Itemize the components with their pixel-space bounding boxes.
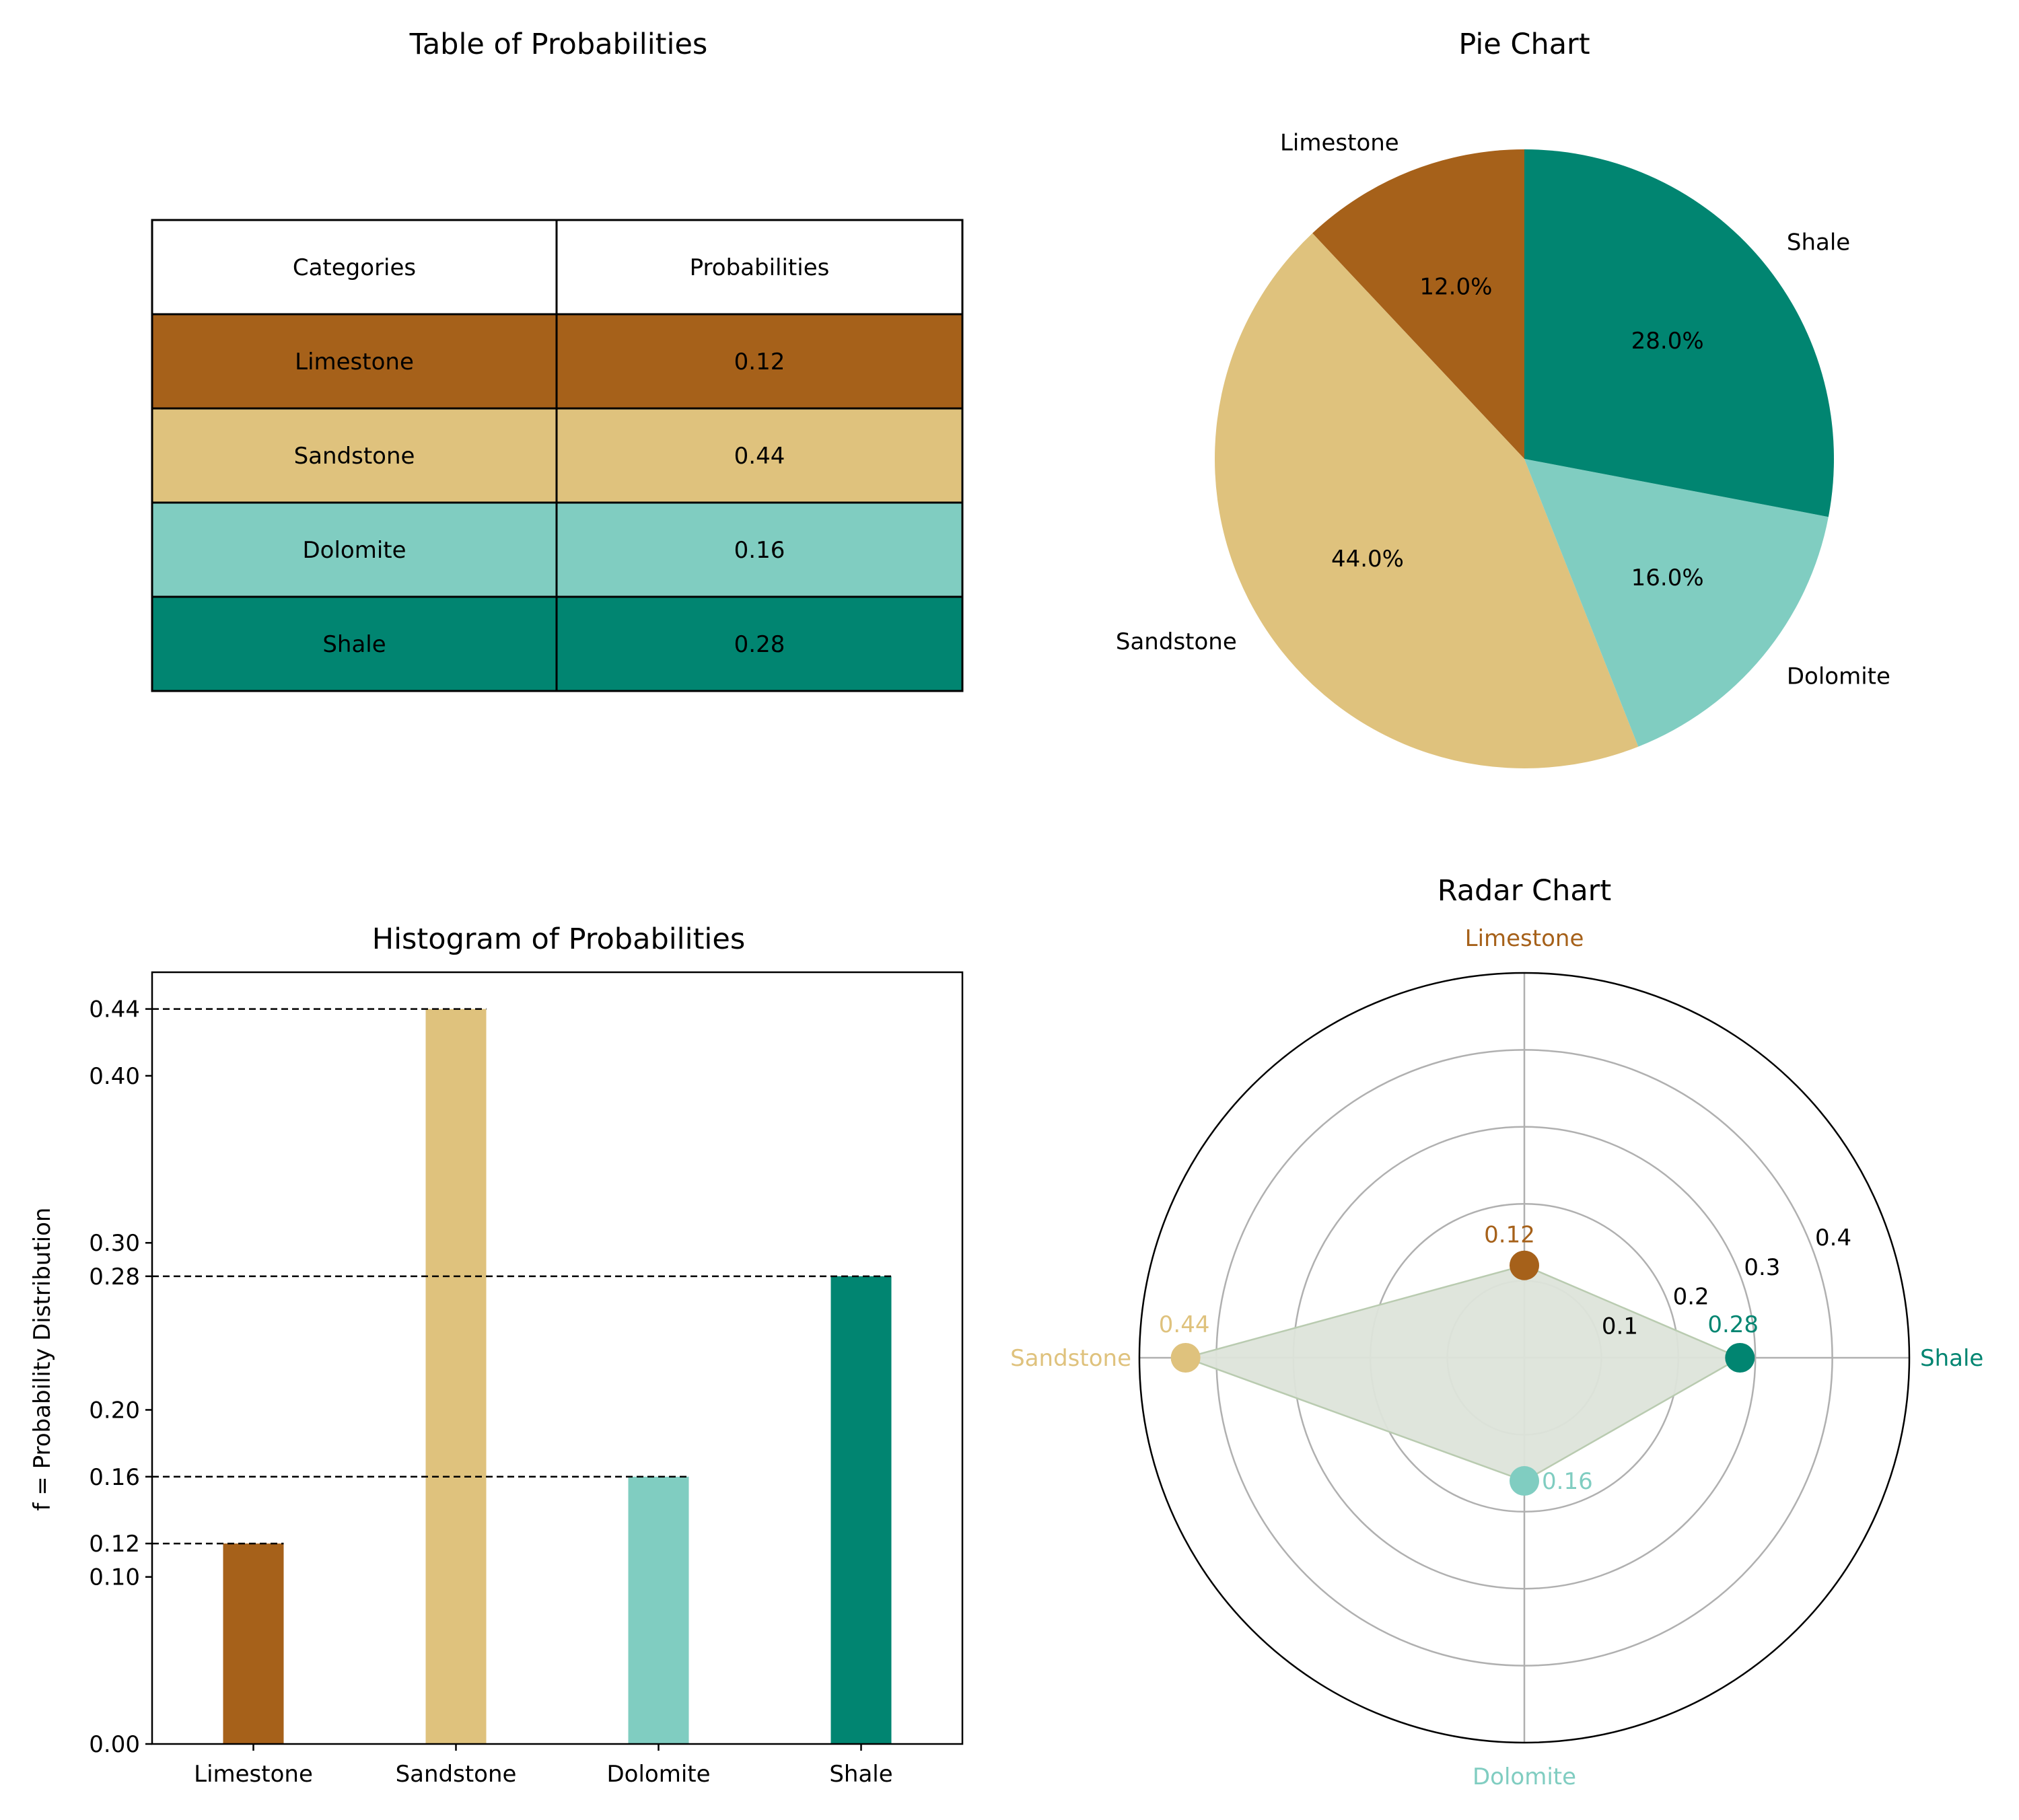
table-cell-probability: 0.28 — [734, 631, 785, 658]
pie-pct-label: 16.0% — [1631, 565, 1704, 591]
pie-slice-limestone — [1312, 149, 1524, 459]
table-cell-category: Dolomite — [302, 537, 406, 564]
radar-point-limestone — [1510, 1250, 1539, 1280]
pie-category-label: Dolomite — [1787, 663, 1890, 690]
table-header-probabilities: Probabilities — [690, 254, 830, 281]
pie-slice-dolomite — [1524, 459, 1829, 747]
histogram-xtick-label: Shale — [829, 1761, 892, 1788]
radar-value-label: 0.28 — [1707, 1311, 1759, 1338]
histogram-bar-dolomite — [628, 1476, 689, 1744]
histogram-xtick-label: Sandstone — [396, 1761, 517, 1788]
table-cell-probability: 0.44 — [734, 443, 785, 470]
pie-category-label: Limestone — [1280, 130, 1399, 157]
radar-outer-frame — [1138, 972, 1911, 1744]
radar-rtick-label: 0.1 — [1602, 1313, 1638, 1340]
radar-point-dolomite — [1510, 1466, 1539, 1496]
histogram-bar-shale — [830, 1276, 892, 1744]
histogram-ytick-label: 0.44 — [89, 996, 140, 1023]
table-panel: Table of Probabilities Categories Probabi… — [151, 28, 964, 692]
pie-category-label: Shale — [1787, 229, 1850, 256]
table-body: Categories Probabilities Limestone 0.12 Sand… — [151, 219, 964, 692]
pie-slice-sandstone — [1214, 233, 1639, 768]
histogram-panel: Histogram of Probabilities f = Probabili… — [29, 922, 964, 1788]
radar-value-label: 0.12 — [1484, 1222, 1535, 1249]
table-cell-category: Limestone — [295, 349, 414, 375]
radar-category-label: Sandstone — [1010, 1345, 1131, 1372]
radar-title: Radar Chart — [1438, 874, 1611, 908]
table-cell-category: Sandstone — [294, 443, 415, 470]
histogram-ytick-label: 0.20 — [89, 1397, 140, 1424]
pie-panel: Pie Chart 12.0% Limestone 44.0% Sandstone 16… — [1116, 28, 1890, 768]
histogram-ytick-label: 0.12 — [89, 1531, 140, 1558]
pie-pct-label: 12.0% — [1419, 273, 1492, 300]
radar-value-label: 0.16 — [1542, 1468, 1593, 1495]
pie-pct-label: 28.0% — [1631, 328, 1704, 355]
table-header-categories: Categories — [293, 254, 416, 281]
radar-rtick-label: 0.2 — [1673, 1284, 1709, 1311]
table-cell-probability: 0.16 — [734, 537, 785, 564]
radar-point-shale — [1725, 1343, 1755, 1373]
radar-rtick-label: 0.3 — [1744, 1254, 1780, 1281]
pie-slice-shale — [1524, 149, 1834, 517]
radar-category-label: Shale — [1920, 1345, 1983, 1372]
histogram-bar-sandstone — [425, 1009, 487, 1744]
histogram-title: Histogram of Probabilities — [372, 922, 746, 956]
histogram-xtick-label: Limestone — [194, 1761, 313, 1788]
histogram-bar-limestone — [223, 1543, 284, 1744]
histogram-axes-frame — [151, 971, 964, 1745]
radar-category-label: Dolomite — [1473, 1763, 1576, 1790]
histogram-ytick-label: 0.16 — [89, 1464, 140, 1491]
radar-panel: Radar Chart 0.1 0.2 0.3 0.4 0.12 0.44 0.16 0.28… — [1010, 874, 1983, 1790]
histogram-ytick-label: 0.40 — [89, 1063, 140, 1090]
pie-pct-label: 44.0% — [1331, 546, 1404, 573]
pie-title: Pie Chart — [1458, 28, 1590, 61]
histogram-ylabel: f = Probability Distribution — [29, 1208, 56, 1511]
histogram-xtick-label: Dolomite — [606, 1761, 710, 1788]
table-cell-probability: 0.12 — [734, 349, 785, 375]
radar-category-label: Limestone — [1465, 925, 1584, 952]
table-title: Table of Probabilities — [409, 28, 708, 61]
radar-value-label: 0.44 — [1159, 1311, 1210, 1338]
radar-data-area — [1182, 1264, 1742, 1482]
pie-slices: 12.0% Limestone 44.0% Sandstone 16.0% Dolomit… — [1116, 130, 1890, 768]
histogram-plot: 0.00 0.10 0.12 0.16 0.20 0.28 0.30 0.40 0.44 Lime… — [89, 971, 964, 1788]
radar-rtick-label: 0.4 — [1815, 1225, 1851, 1251]
radar-point-sandstone — [1170, 1343, 1201, 1373]
histogram-ytick-label: 0.28 — [89, 1264, 140, 1290]
pie-category-label: Sandstone — [1116, 628, 1237, 655]
histogram-ytick-label: 0.00 — [89, 1731, 140, 1758]
histogram-ytick-label: 0.30 — [89, 1230, 140, 1257]
radar-plot: 0.1 0.2 0.3 0.4 0.12 0.44 0.16 0.28 Limestone San… — [1010, 925, 1983, 1790]
histogram-ytick-label: 0.10 — [89, 1564, 140, 1591]
table-cell-category: Shale — [322, 631, 386, 658]
